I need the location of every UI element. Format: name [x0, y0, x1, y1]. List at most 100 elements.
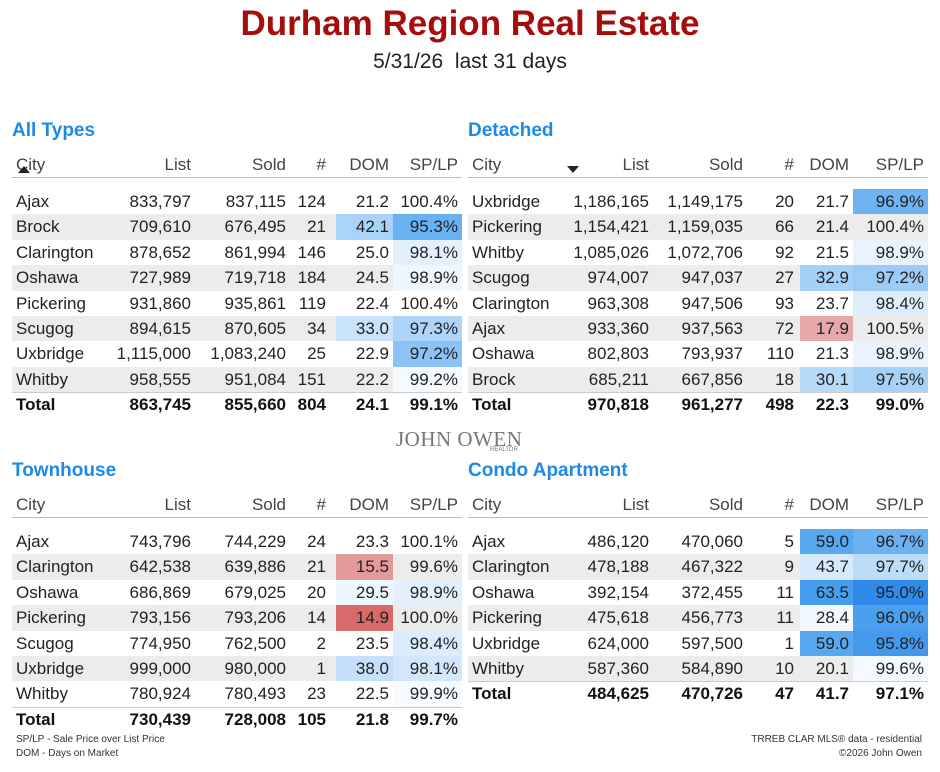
table-cell: 894,615 — [129, 319, 191, 338]
table-cell: Clarington — [16, 242, 94, 262]
cell-highlight — [800, 554, 853, 580]
table-cell: 18 — [775, 369, 794, 389]
total-cell: 47 — [775, 684, 794, 704]
cell-highlight — [336, 605, 393, 631]
cell-highlight — [336, 579, 393, 606]
footnote: DOM - Days on Market — [16, 748, 119, 759]
table-cell: 25.0 — [355, 242, 389, 262]
table-cell: 15.5 — [355, 557, 389, 577]
table-cell: 98.4% — [875, 293, 924, 313]
table-cell: Pickering — [16, 608, 86, 628]
table-cell: 793,937 — [681, 344, 743, 364]
table-cell: 456,773 — [681, 608, 743, 628]
title: Durham Region Real Estate — [240, 4, 700, 43]
table-cell: Ajax — [16, 532, 50, 551]
logo-sub: REALTOR — [490, 447, 518, 453]
column-header: DOM — [809, 495, 849, 514]
total-cell: 804 — [297, 395, 326, 415]
subtitle: 5/31/26 last 31 days — [0, 50, 940, 74]
table-cell: 1,085,026 — [573, 242, 649, 262]
column-header: # — [784, 155, 794, 174]
table-cell: 372,455 — [681, 582, 743, 602]
table-cell: 96.7% — [875, 532, 924, 551]
table-cell: 937,563 — [681, 319, 743, 338]
total-divider — [12, 706, 462, 708]
column-header: SP/LP — [875, 495, 924, 514]
table-cell: Ajax — [16, 192, 50, 211]
table-cell: 21.7 — [815, 192, 849, 211]
table-cell: 1,083,240 — [210, 344, 286, 364]
table-cell: 23.7 — [815, 293, 849, 313]
table-cell: 793,156 — [129, 608, 191, 628]
table-cell: 100.1% — [400, 532, 458, 551]
cell-highlight — [853, 341, 928, 367]
cell-highlight — [393, 239, 462, 266]
table-cell: 34 — [307, 319, 326, 338]
table-cell: 947,037 — [681, 268, 743, 288]
table-cell: 780,493 — [224, 684, 286, 704]
table-cell: 478,188 — [587, 557, 649, 577]
section-title: Detached — [468, 120, 554, 141]
table-cell: 709,610 — [129, 217, 191, 237]
total-cell: 730,439 — [129, 709, 191, 729]
table-cell: 719,718 — [224, 268, 286, 288]
cell-highlight — [800, 316, 853, 342]
total-cell: Total — [16, 709, 56, 729]
cell-highlight — [853, 265, 928, 291]
header-divider — [468, 177, 928, 178]
cell-highlight — [853, 656, 928, 682]
table-cell: 27 — [775, 268, 794, 288]
table-cell: 947,506 — [681, 293, 743, 313]
table-cell: 931,860 — [129, 293, 191, 313]
table-cell: Uxbridge — [472, 192, 541, 211]
table-cell: 42.1 — [355, 217, 389, 237]
table-cell: 1,115,000 — [116, 344, 191, 364]
cell-highlight — [393, 265, 462, 291]
table-cell: 470,060 — [681, 532, 743, 551]
row-band — [12, 265, 462, 291]
table-cell: 66 — [775, 217, 794, 237]
row-band — [468, 656, 928, 682]
table-cell: Brock — [472, 369, 516, 389]
table-cell: 23.3 — [355, 532, 389, 551]
column-header: List — [622, 495, 649, 514]
table-cell: 21.4 — [815, 217, 849, 237]
table-cell: 21.3 — [815, 344, 849, 364]
table-cell: 727,989 — [129, 268, 191, 288]
table-cell: 774,950 — [129, 633, 191, 653]
table-cell: 20.1 — [815, 659, 849, 678]
table-cell: 1,072,706 — [667, 242, 743, 262]
table-cell: 1,154,421 — [573, 217, 649, 237]
column-header: City — [472, 155, 502, 174]
table-cell: Ajax — [472, 532, 506, 551]
column-header: # — [784, 495, 794, 514]
table-cell: 98.4% — [409, 633, 458, 653]
table-cell: 92 — [775, 242, 794, 262]
table-cell: 100.4% — [400, 192, 458, 211]
table-cell: 25 — [307, 344, 326, 364]
table-cell: 63.5 — [815, 582, 849, 602]
table-cell: 639,886 — [224, 557, 286, 577]
cell-highlight — [393, 316, 462, 342]
table-cell: 99.2% — [409, 369, 458, 389]
total-cell: 99.1% — [409, 395, 458, 415]
period: last 31 days — [454, 50, 567, 73]
table-cell: 17.9 — [815, 319, 849, 338]
cell-highlight — [853, 554, 928, 580]
column-header: City — [16, 495, 46, 514]
table-cell: 22.9 — [355, 344, 389, 364]
table-cell: 780,924 — [129, 684, 191, 704]
table-cell: 97.5% — [875, 369, 924, 389]
table-cell: Brock — [16, 217, 60, 237]
total-divider — [468, 681, 928, 683]
table-cell: 2 — [316, 633, 326, 653]
table-cell: 110 — [766, 344, 794, 364]
table-cell: 584,890 — [681, 659, 743, 678]
header-divider — [468, 517, 928, 518]
total-cell: Total — [16, 395, 56, 415]
table-cell: Clarington — [472, 293, 550, 313]
table-cell: 22.2 — [355, 369, 389, 389]
table-cell: Whitby — [472, 242, 524, 262]
table-cell: 21.2 — [355, 192, 389, 211]
table-cell: 1 — [316, 659, 326, 678]
